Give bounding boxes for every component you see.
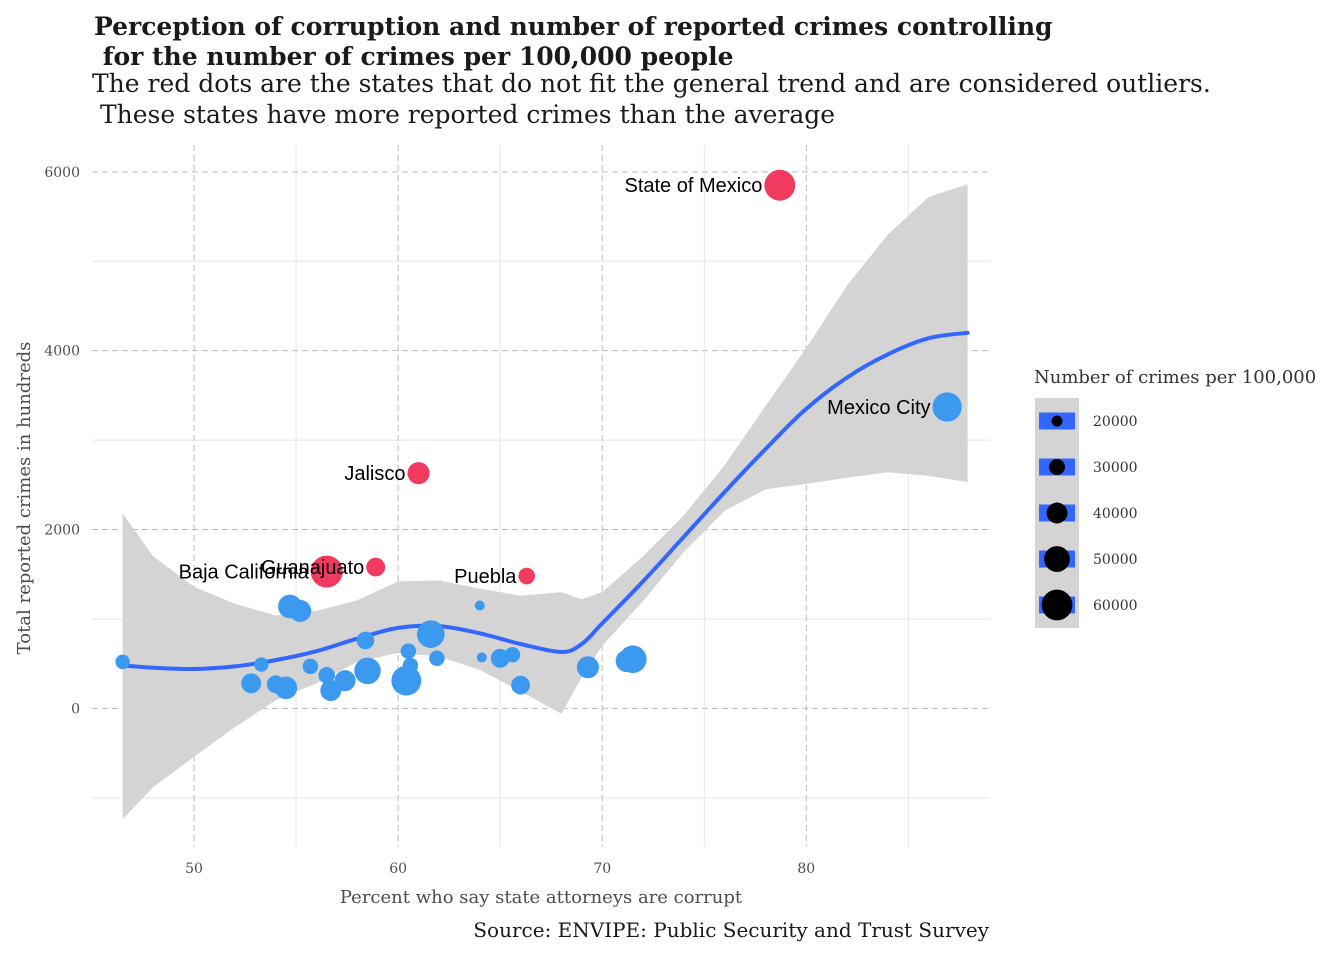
legend-key-dot <box>1041 589 1073 621</box>
data-point <box>254 657 269 672</box>
legend-key-dot <box>1044 546 1070 572</box>
y-axis-ticks: 0 2000 4000 6000 <box>44 165 80 718</box>
point-label: Baja California <box>179 562 310 584</box>
point-label: Mexico City <box>827 397 930 419</box>
data-point <box>429 650 445 667</box>
legend-label: 40000 <box>1093 506 1138 522</box>
data-point <box>402 657 419 674</box>
confidence-ribbon <box>122 184 968 820</box>
outlier-point <box>407 462 430 485</box>
legend-key-dot <box>1051 415 1063 427</box>
x-tick-label: 60 <box>389 861 407 877</box>
x-axis-title: Percent who say state attorneys are corr… <box>340 887 743 908</box>
data-point <box>511 675 530 695</box>
data-point <box>115 654 130 670</box>
data-point <box>932 392 962 422</box>
point-label: Puebla <box>454 566 517 588</box>
data-point <box>416 620 445 648</box>
point-labels: State of Mexico Mexico City Jalisco Guanaju… <box>179 175 931 588</box>
data-points <box>115 169 962 702</box>
legend-label: 60000 <box>1093 598 1138 614</box>
grid-lines <box>92 145 990 847</box>
data-point <box>354 657 381 685</box>
data-point <box>334 670 356 692</box>
data-point <box>576 656 599 679</box>
y-tick-label: 6000 <box>44 165 80 181</box>
point-label: State of Mexico <box>624 175 762 197</box>
chart-caption: Source: ENVIPE: Public Security and Trus… <box>473 918 989 942</box>
data-point <box>504 646 521 663</box>
data-point <box>266 675 285 694</box>
outlier-point <box>518 567 536 585</box>
x-tick-label: 70 <box>593 861 611 877</box>
legend-key-dot <box>1049 459 1065 475</box>
outlier-point <box>366 557 386 577</box>
point-label: Guanajuato <box>261 557 364 579</box>
outlier-point <box>310 555 343 588</box>
data-point <box>241 673 262 694</box>
legend-label: 30000 <box>1093 460 1138 476</box>
data-point <box>302 658 319 675</box>
data-point <box>356 631 375 650</box>
y-tick-label: 0 <box>71 701 80 717</box>
data-point <box>474 600 485 611</box>
x-tick-label: 50 <box>185 861 203 877</box>
data-point <box>289 599 312 622</box>
x-axis-ticks: 50 60 70 80 <box>185 861 815 877</box>
outlier-point <box>764 169 796 201</box>
data-point <box>476 652 487 663</box>
y-tick-label: 4000 <box>44 344 80 360</box>
y-tick-label: 2000 <box>44 523 80 539</box>
chart-subtitle: The red dots are the states that do not … <box>92 69 1211 129</box>
y-axis-title: Total reported crimes in hundreds <box>14 342 35 655</box>
data-point <box>391 665 422 696</box>
legend-key-dot <box>1046 502 1068 524</box>
point-label: Jalisco <box>344 463 405 485</box>
legend-label: 50000 <box>1093 552 1138 568</box>
size-legend: Number of crimes per 100,000 20000 30000 4… <box>1034 367 1316 628</box>
ribbon-area <box>122 184 968 820</box>
data-point <box>615 649 638 673</box>
chart-title: Perception of corruption and number of r… <box>94 12 1053 71</box>
data-point <box>318 667 336 684</box>
data-point <box>400 643 417 659</box>
x-tick-label: 80 <box>797 861 815 877</box>
legend-label: 20000 <box>1093 414 1138 430</box>
legend-title: Number of crimes per 100,000 <box>1034 367 1316 388</box>
